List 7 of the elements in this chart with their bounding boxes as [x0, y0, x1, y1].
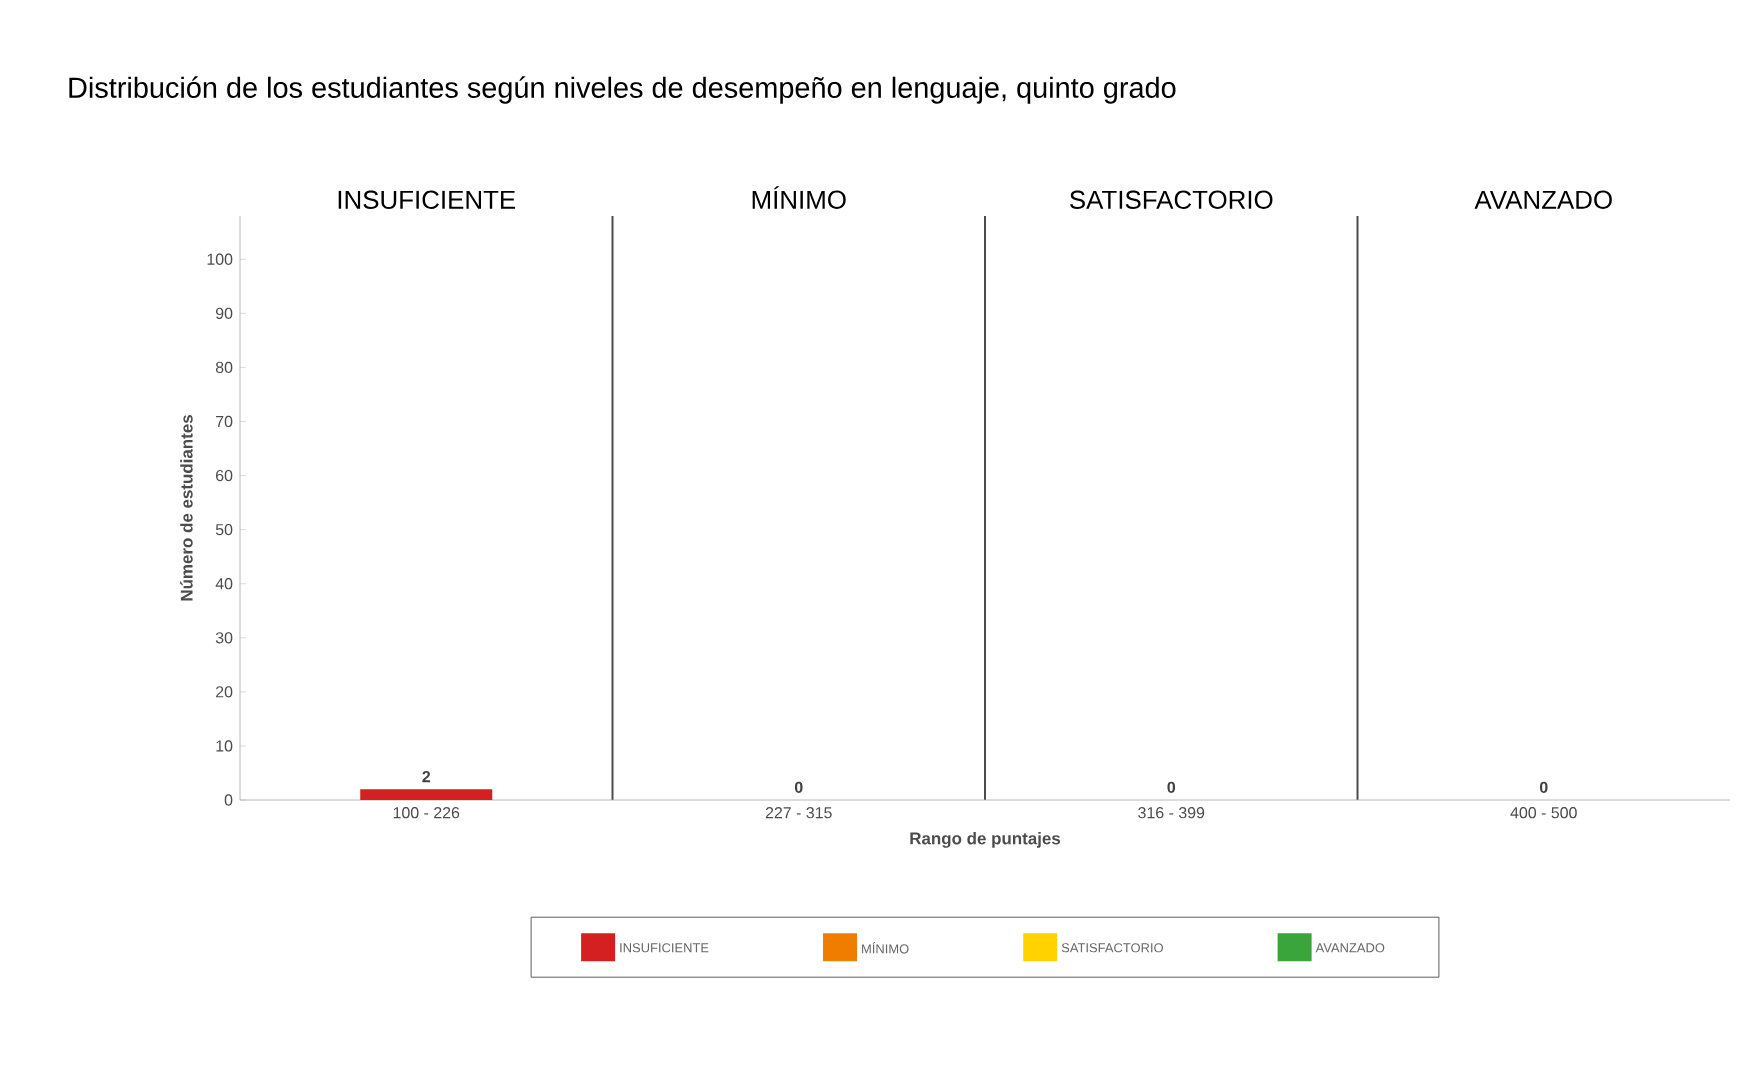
- text: AVANZADO: [1474, 190, 1612, 209]
- text: INSUFICIENTE: [338, 190, 516, 209]
- text: MÍNIMO: [752, 186, 846, 209]
- text: SATISFACTORIO: [1070, 190, 1273, 209]
- chart-title: Distribución de los estudiantes según niveles de desempeño en lenguaje, quinto grado: [69, 76, 1176, 104]
- y-axis-title: Número de estudiantes: [180, 415, 193, 601]
- x-axis-title: Rango de puntajes: [910, 832, 1061, 848]
